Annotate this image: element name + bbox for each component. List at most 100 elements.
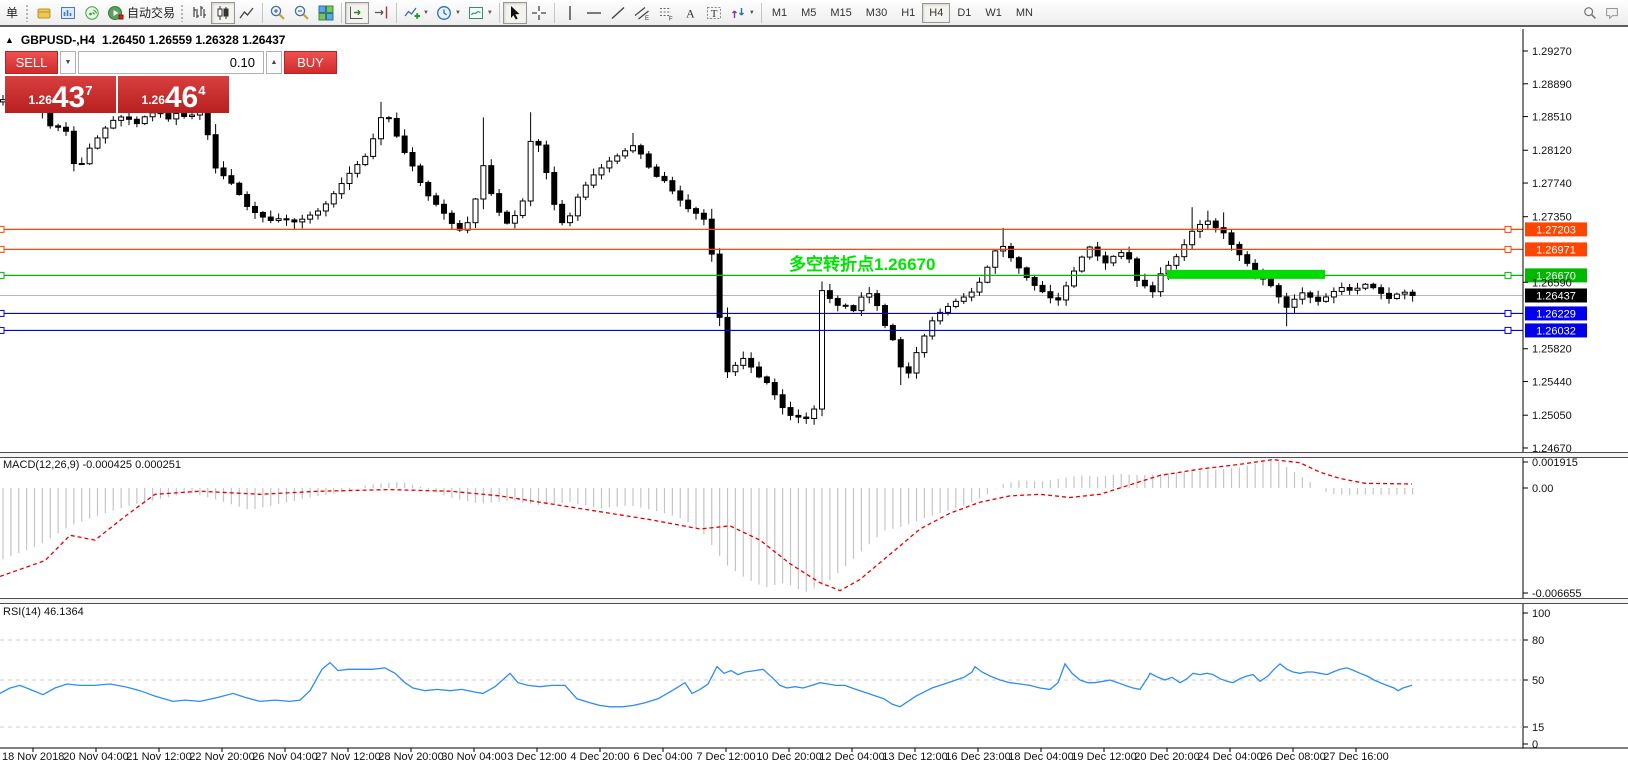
search-icon[interactable] <box>1579 2 1601 24</box>
fibonacci-tool-icon[interactable]: F <box>654 2 678 24</box>
svg-text:T: T <box>711 8 718 20</box>
chart-symbol-title: GBPUSD-,H4 <box>20 33 95 47</box>
svg-text:6 Dec 04:00: 6 Dec 04:00 <box>633 751 692 763</box>
svg-text:F: F <box>669 16 673 22</box>
buy-price-panel[interactable]: 1.26 46 4 <box>118 76 229 113</box>
svg-text:E: E <box>645 16 649 22</box>
timeframe-m30-button[interactable]: M30 <box>859 3 894 23</box>
svg-text:26 Dec 08:00: 26 Dec 08:00 <box>1260 751 1325 763</box>
horizontal-line-1.26971[interactable]: 1.26971 <box>0 242 1587 257</box>
svg-text:-0.006655: -0.006655 <box>1532 588 1582 600</box>
pivot-annotation-text[interactable]: 多空转折点1.26670 <box>789 254 935 274</box>
timeframe-d1-button[interactable]: D1 <box>950 3 978 23</box>
svg-text:1.28890: 1.28890 <box>1532 79 1572 91</box>
panel-splitter[interactable] <box>0 452 1628 458</box>
svg-text:20 Dec 20:00: 20 Dec 20:00 <box>1134 751 1199 763</box>
macd-signal-line <box>0 458 1413 592</box>
chat-icon[interactable] <box>1601 2 1623 24</box>
svg-text:20 Nov 04:00: 20 Nov 04:00 <box>63 751 128 763</box>
arrows-tool-icon[interactable]: ▼ <box>726 2 758 24</box>
svg-text:30 Nov 04:00: 30 Nov 04:00 <box>441 751 506 763</box>
chevron-down-icon: ▼ <box>748 9 755 16</box>
auto-scroll-icon[interactable] <box>345 1 370 24</box>
svg-text:1.29270: 1.29270 <box>1532 46 1572 58</box>
svg-text:3 Dec 12:00: 3 Dec 12:00 <box>507 751 566 763</box>
sell-button[interactable]: SELL <box>5 51 58 74</box>
price-axis-labels: 1.29270 1.28890 1.28510 1.28120 1.27740 1.273… <box>1523 46 1572 455</box>
horizontal-line-1.27203[interactable]: 1.27203 <box>0 222 1587 237</box>
zoom-in-icon[interactable] <box>266 2 290 24</box>
timeframe-mn-button[interactable]: MN <box>1009 3 1040 23</box>
svg-text:12 Dec 04:00: 12 Dec 04:00 <box>819 751 884 763</box>
horizontal-line-tool-icon[interactable] <box>582 2 606 24</box>
trendline-tool-icon[interactable] <box>606 2 630 24</box>
volume-increase-button[interactable]: ▲ <box>266 51 282 74</box>
periods-menu-icon[interactable]: ▼ <box>432 2 464 24</box>
green-trend-segment[interactable] <box>1167 269 1325 279</box>
svg-text:18 Nov 2018: 18 Nov 2018 <box>2 751 64 763</box>
sell-price-panel[interactable]: 1.26 43 7 <box>5 76 116 113</box>
buy-price-pipette: 4 <box>198 83 206 98</box>
svg-text:1.26971: 1.26971 <box>1536 244 1576 256</box>
chevron-down-icon: ▼ <box>454 9 461 16</box>
chart-ohlc-values: 1.26450 1.26559 1.26328 1.26437 <box>101 33 286 47</box>
vertical-line-tool-icon[interactable] <box>558 2 582 24</box>
svg-text:0.001915: 0.001915 <box>1532 457 1578 469</box>
toolbar-grip <box>180 3 186 22</box>
svg-text:4 Dec 20:00: 4 Dec 20:00 <box>570 751 629 763</box>
buy-button[interactable]: BUY <box>284 51 337 74</box>
svg-text:0: 0 <box>1532 739 1538 751</box>
volume-decrease-button[interactable]: ▼ <box>60 51 76 74</box>
cursor-tool-icon[interactable] <box>502 1 527 24</box>
candlestick-chart-type-icon[interactable] <box>211 1 236 24</box>
zoom-out-icon[interactable] <box>290 2 314 24</box>
timeframe-m5-button[interactable]: M5 <box>794 3 823 23</box>
collapse-panel-arrow[interactable]: ▲ <box>5 35 14 45</box>
indicators-menu-icon[interactable]: ▼ <box>400 2 432 24</box>
equidistant-channel-tool-icon[interactable]: E <box>630 2 654 24</box>
text-label-tool-icon[interactable]: T <box>702 2 726 24</box>
volume-input[interactable] <box>78 51 264 74</box>
rsi-line <box>0 661 1413 708</box>
svg-text:10 Dec 20:00: 10 Dec 20:00 <box>756 751 821 763</box>
crosshair-tool-icon[interactable] <box>527 2 551 24</box>
svg-text:1.25050: 1.25050 <box>1532 410 1572 422</box>
svg-text:1.27740: 1.27740 <box>1532 178 1572 190</box>
buy-price-big: 46 <box>164 81 199 114</box>
timeframe-w1-button[interactable]: W1 <box>978 3 1009 23</box>
templates-menu-icon[interactable]: ▼ <box>464 2 496 24</box>
timeframe-h1-button[interactable]: H1 <box>894 3 922 23</box>
bar-chart-type-icon[interactable] <box>187 2 211 24</box>
svg-text:1.28120: 1.28120 <box>1532 145 1572 157</box>
chart-shift-icon[interactable] <box>369 2 393 24</box>
panel-splitter[interactable] <box>0 598 1628 604</box>
tile-windows-icon[interactable] <box>314 2 338 24</box>
profile-icon[interactable] <box>32 2 56 24</box>
charts-window-icon[interactable] <box>56 2 80 24</box>
top-toolbar: 单 自动交易 ▼ ▼ <box>0 0 1628 27</box>
svg-text:1.26437: 1.26437 <box>1536 290 1576 302</box>
svg-text:1.28510: 1.28510 <box>1532 112 1572 124</box>
signal-icon[interactable] <box>80 2 104 24</box>
line-chart-type-icon[interactable] <box>235 2 259 24</box>
horizontal-line-1.26032[interactable]: 1.26032 <box>0 323 1587 338</box>
rsi-panel: 100 80 50 15 0 <box>0 608 1550 751</box>
svg-text:1.26590: 1.26590 <box>1532 277 1572 289</box>
toolbar-separator <box>553 2 555 23</box>
chevron-down-icon: ▼ <box>486 9 493 16</box>
timeframe-m15-button[interactable]: M15 <box>823 3 858 23</box>
macd-axis-labels: 0.001915 0.00 -0.006655 <box>1523 457 1582 600</box>
timeframe-h4-button[interactable]: H4 <box>922 2 951 23</box>
buy-price-prefix: 1.26 <box>141 93 165 107</box>
horizontal-line-1.26229[interactable]: 1.26229 <box>0 306 1587 321</box>
new-order-button[interactable]: 单 <box>1 2 23 24</box>
text-tool-icon[interactable]: A <box>678 2 702 24</box>
svg-text:15: 15 <box>1532 722 1544 734</box>
svg-text:26 Nov 04:00: 26 Nov 04:00 <box>252 751 317 763</box>
svg-text:0.00: 0.00 <box>1532 483 1553 495</box>
rsi-indicator-label: RSI(14) 46.1364 <box>3 606 84 618</box>
timeframe-m1-button[interactable]: M1 <box>765 3 794 23</box>
svg-text:27 Dec 16:00: 27 Dec 16:00 <box>1323 751 1388 763</box>
autotrading-button[interactable]: 自动交易 <box>104 2 178 24</box>
